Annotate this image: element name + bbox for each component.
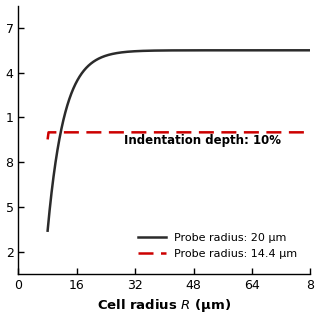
Text: Indentation depth: 10%: Indentation depth: 10% (124, 134, 281, 148)
X-axis label: Cell radius $R$ (μm): Cell radius $R$ (μm) (97, 298, 232, 315)
Legend: Probe radius: 20 μm, Probe radius: 14.4 μm: Probe radius: 20 μm, Probe radius: 14.4 … (133, 229, 302, 263)
